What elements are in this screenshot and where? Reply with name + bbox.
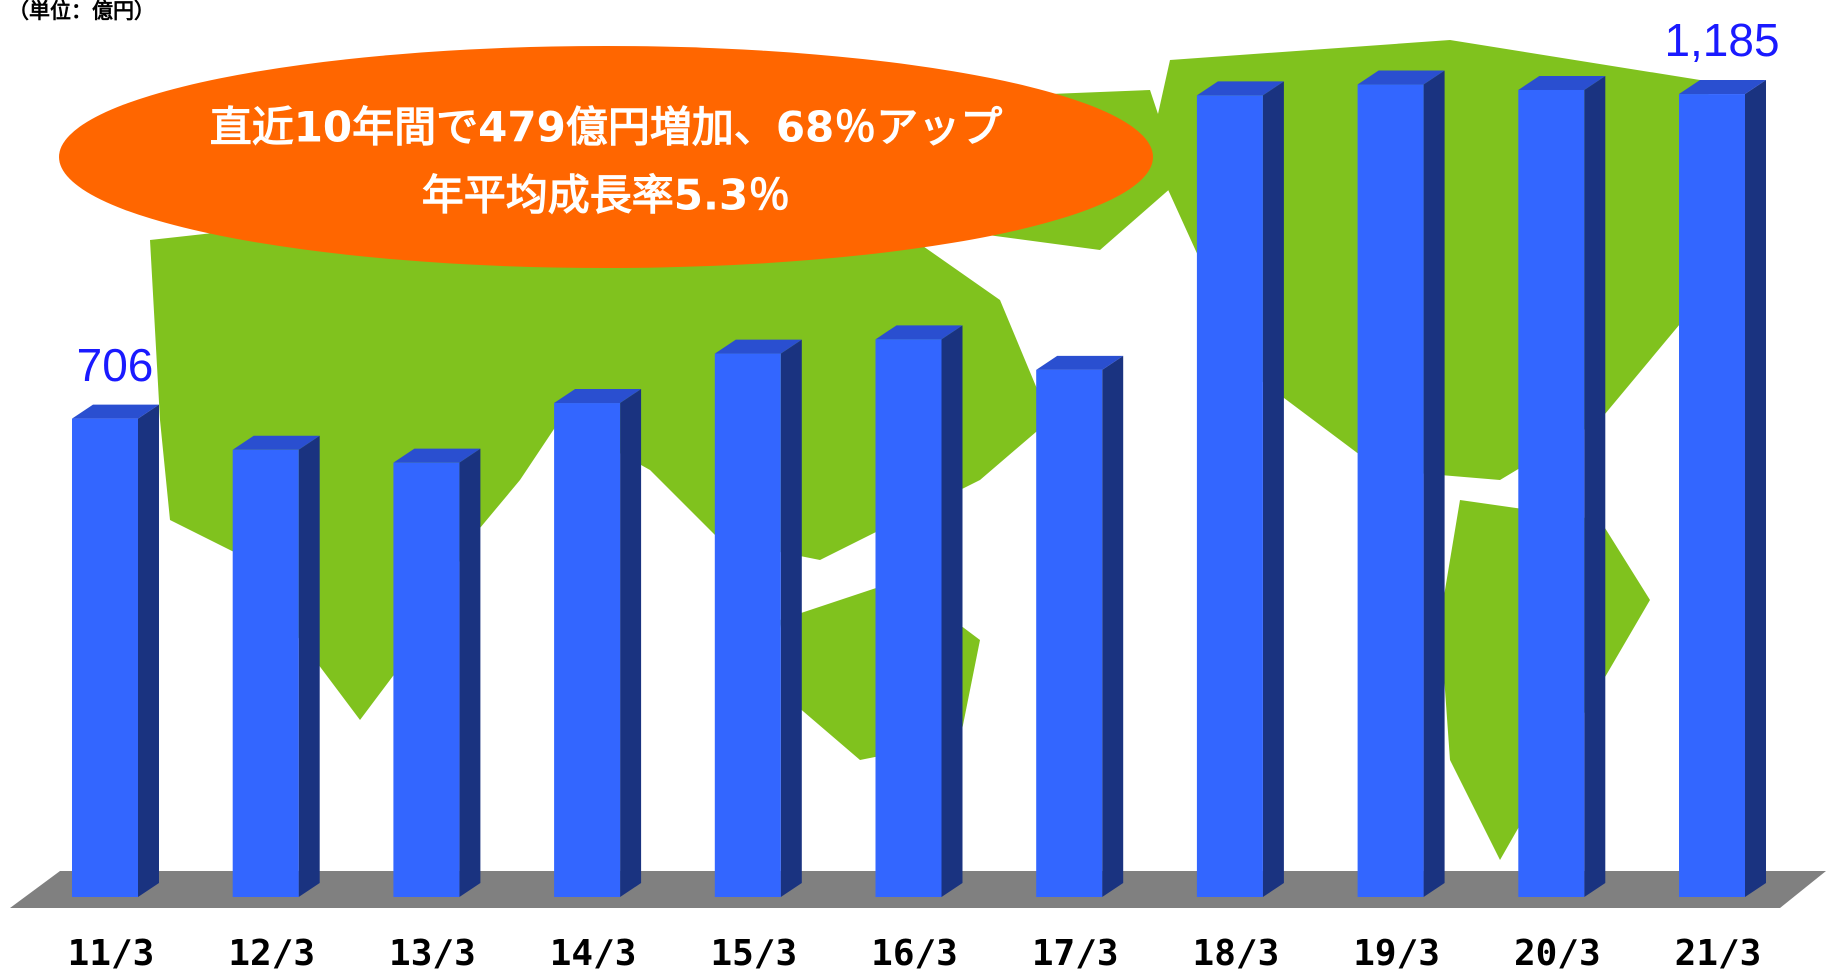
annotation: 直近10年間で479億円増加、68％アップ xyxy=(210,103,1003,152)
value-label: 706 xyxy=(77,339,154,391)
bar-side xyxy=(941,325,963,897)
bar-side xyxy=(620,389,642,897)
bar xyxy=(875,339,942,897)
bar-side xyxy=(1584,75,1606,898)
bar-top xyxy=(1518,75,1606,90)
x-tick-label: 21/3 xyxy=(1675,933,1762,974)
bar-top xyxy=(714,339,802,354)
bar xyxy=(1679,94,1745,897)
bar-top xyxy=(393,448,481,463)
bar xyxy=(554,403,621,897)
bar xyxy=(1357,84,1424,897)
x-tick-label: 14/3 xyxy=(550,933,637,974)
bar-side xyxy=(1423,70,1445,897)
unit-label: （単位：億円） xyxy=(8,0,155,23)
x-tick-label: 18/3 xyxy=(1193,933,1280,974)
x-tick-label: 16/3 xyxy=(871,933,958,974)
bar-top xyxy=(1357,70,1445,85)
bar-top xyxy=(1679,80,1766,95)
bar xyxy=(1036,369,1103,897)
value-label: 1,185 xyxy=(1664,14,1779,66)
x-tick-label: 13/3 xyxy=(389,933,476,974)
annotation: 年平均成長率5.3％ xyxy=(422,171,790,220)
bar xyxy=(1196,95,1263,898)
x-tick-label: 12/3 xyxy=(228,933,315,974)
x-tick-label: 15/3 xyxy=(710,933,797,974)
bar-top xyxy=(554,389,642,404)
bar-side xyxy=(298,435,320,897)
bar-top xyxy=(1036,355,1124,370)
bar-top xyxy=(1196,81,1284,96)
bar-side xyxy=(1102,355,1124,897)
bar-top xyxy=(875,325,963,340)
annotation-bubble xyxy=(59,46,1153,268)
bar-side xyxy=(1262,81,1284,898)
bar-top xyxy=(232,435,320,450)
bar xyxy=(1518,89,1585,898)
x-tick-label: 11/3 xyxy=(68,933,155,974)
bar-side xyxy=(1745,80,1766,897)
x-tick-label: 19/3 xyxy=(1353,933,1440,974)
bar xyxy=(714,353,781,897)
bar-top xyxy=(72,404,159,419)
x-tick-label: 17/3 xyxy=(1032,933,1119,974)
x-tick-label: 20/3 xyxy=(1514,933,1601,974)
bar xyxy=(72,418,138,897)
bar-side xyxy=(459,448,481,897)
bar-side xyxy=(138,404,159,897)
bar-side xyxy=(780,339,802,897)
bar xyxy=(393,462,460,897)
bar xyxy=(232,449,299,897)
